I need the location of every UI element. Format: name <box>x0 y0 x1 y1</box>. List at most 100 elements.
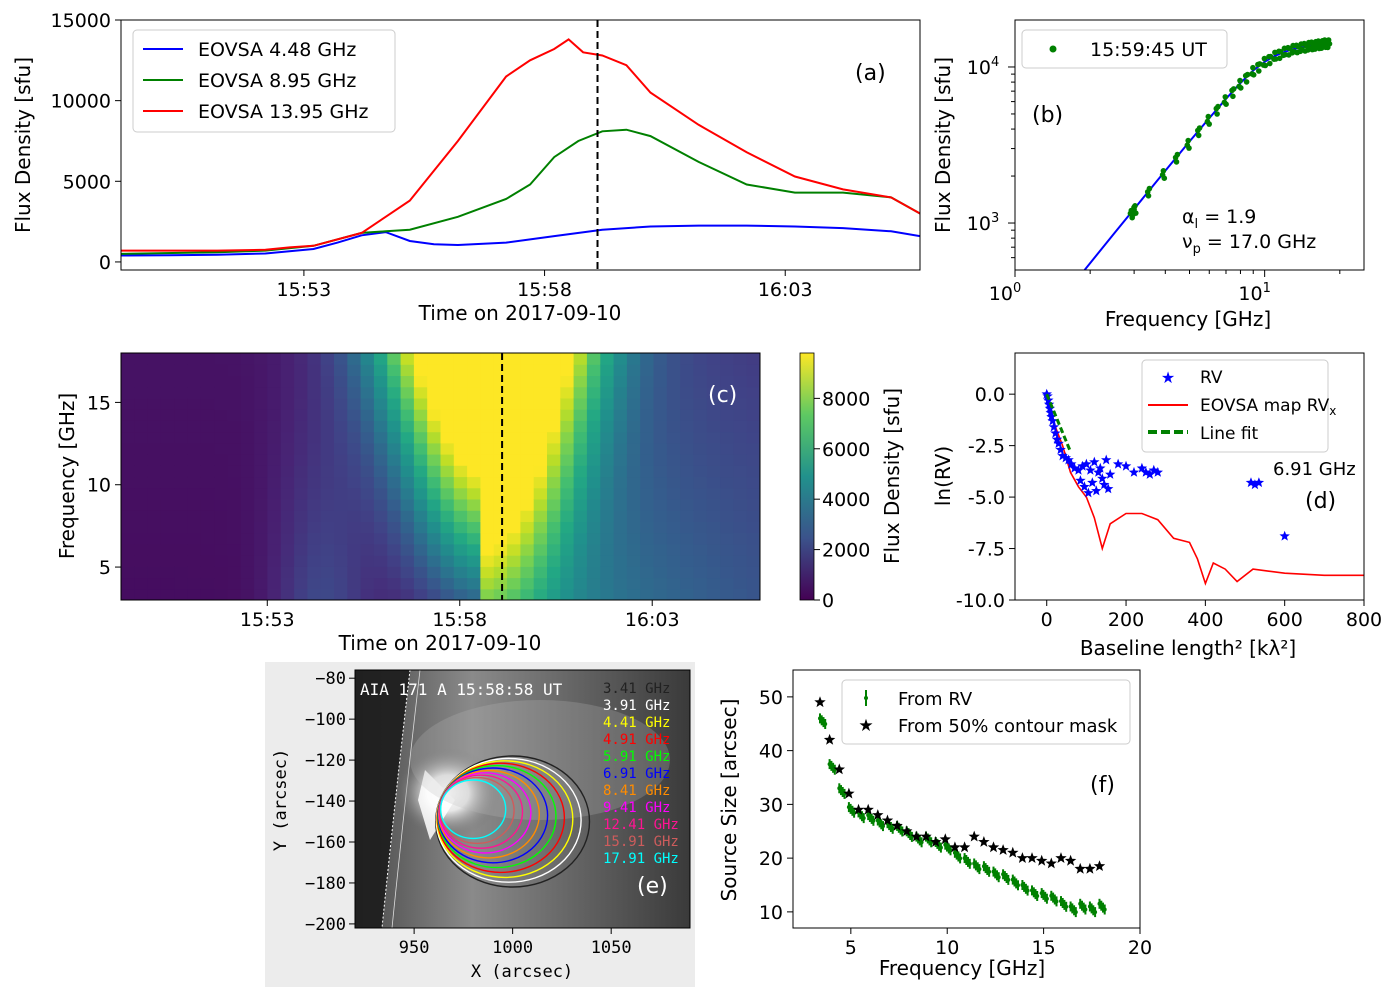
heatmap-cell <box>267 577 282 590</box>
heatmap-cell <box>214 409 229 421</box>
heatmap-cell <box>427 543 442 556</box>
heatmap-cell <box>334 353 348 365</box>
mask-size-point <box>949 841 961 853</box>
heatmap-cell <box>586 353 601 365</box>
heatmap-cell <box>533 521 548 534</box>
heatmap-cell <box>746 397 760 410</box>
heatmap-cell <box>174 409 189 421</box>
heatmap-cell <box>653 555 668 567</box>
heatmap-cell <box>360 510 375 522</box>
heatmap-cell <box>493 543 508 556</box>
y-tick-label: -10.0 <box>956 590 1005 612</box>
spectrum-point <box>1206 121 1212 127</box>
rv-point <box>1105 468 1116 479</box>
heatmap-cell <box>160 409 175 421</box>
heatmap-cell <box>613 499 628 511</box>
heatmap-cell <box>347 532 362 545</box>
mask-size-point <box>978 836 990 847</box>
mask-size-point <box>958 841 971 853</box>
heatmap-cell <box>307 588 322 600</box>
heatmap-cell <box>573 588 588 600</box>
heatmap-cell <box>533 454 548 466</box>
heatmap-cell <box>573 431 588 444</box>
heatmap-cell <box>347 566 362 579</box>
heatmap-cell <box>626 409 641 421</box>
x-tick-label: 100 <box>989 281 1021 305</box>
x-tick-label: 10 <box>935 937 959 959</box>
heatmap-cell <box>134 465 149 478</box>
heatmap-cell <box>693 566 708 579</box>
heatmap-cell <box>440 364 455 376</box>
heatmap-cell <box>560 510 575 522</box>
heatmap-cell <box>427 476 442 489</box>
heatmap-cell <box>387 454 402 466</box>
heatmap-cell <box>387 397 402 410</box>
heatmap-cell <box>680 353 694 365</box>
heatmap-cell <box>626 442 641 455</box>
rv-point <box>1279 530 1290 541</box>
heatmap-cell <box>453 588 468 600</box>
spectrum-point <box>1238 85 1244 91</box>
rv-point <box>1081 458 1092 469</box>
heatmap-cell <box>573 397 588 410</box>
heatmap-cell <box>427 442 442 455</box>
heatmap-cell <box>200 375 215 388</box>
heatmap-cell <box>400 431 415 444</box>
heatmap-cell <box>280 499 295 511</box>
heatmap-cell <box>400 566 415 579</box>
heatmap-cell <box>121 375 135 388</box>
heatmap-cell <box>547 476 561 489</box>
heatmap-cell <box>467 543 481 556</box>
rv-point <box>1043 399 1055 409</box>
heatmap-cell <box>240 397 255 410</box>
heatmap-cell <box>214 588 229 600</box>
spectrum-point <box>1243 79 1250 85</box>
heatmap-cell <box>147 499 162 511</box>
heatmap-cell <box>693 588 708 600</box>
heatmap-cell <box>240 386 255 399</box>
heatmap-cell <box>360 588 375 600</box>
heatmap-cell <box>294 532 308 545</box>
heatmap-cell <box>174 454 189 466</box>
heatmap-cell <box>480 420 495 433</box>
heatmap-cell <box>187 499 202 511</box>
y-tick-label: −160 <box>305 833 346 853</box>
heatmap-cell <box>360 454 375 466</box>
heatmap-cell <box>560 386 575 399</box>
y-tick-label: -2.5 <box>968 436 1005 458</box>
heatmap-cell <box>733 510 748 522</box>
panel-d-ylabel: ln(RV) <box>931 446 955 506</box>
heatmap-cell <box>493 420 508 433</box>
heatmap-cell <box>746 353 760 365</box>
heatmap-cell <box>320 476 335 489</box>
heatmap-cell <box>227 543 242 556</box>
heatmap-cell <box>413 532 428 545</box>
heatmap-cell <box>214 397 229 410</box>
spectrum-point <box>1250 64 1256 71</box>
heatmap-cell <box>294 588 308 600</box>
heatmap-cell <box>187 487 202 500</box>
heatmap-cell <box>640 375 655 388</box>
heatmap-cell <box>640 476 655 489</box>
heatmap-cell <box>547 487 561 500</box>
heatmap-cell <box>347 353 362 365</box>
heatmap-cell <box>334 375 348 388</box>
heatmap-cell <box>134 499 149 511</box>
heatmap-cell <box>307 353 322 365</box>
heatmap-cell <box>693 397 708 410</box>
heatmap-cell <box>200 364 215 376</box>
heatmap-cell <box>280 442 295 455</box>
heatmap-cell <box>200 442 215 455</box>
heatmap-cell <box>560 420 575 433</box>
heatmap-cell <box>214 532 229 545</box>
y-tick-label: −100 <box>305 710 346 730</box>
contour-label-8: 12.41 GHz <box>603 817 679 833</box>
heatmap-cell <box>147 409 162 421</box>
heatmap-cell <box>586 465 601 478</box>
heatmap-cell <box>121 442 135 455</box>
heatmap-cell <box>294 555 308 567</box>
heatmap-cell <box>334 566 348 579</box>
heatmap-cell <box>347 375 362 388</box>
heatmap-cell <box>613 543 628 556</box>
heatmap-cell <box>653 566 668 579</box>
